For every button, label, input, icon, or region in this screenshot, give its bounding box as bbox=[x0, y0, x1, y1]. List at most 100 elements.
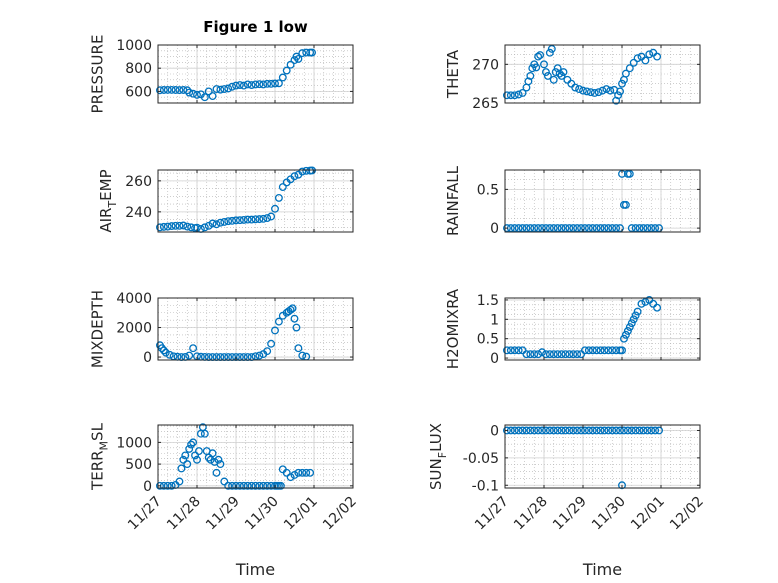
data-point bbox=[639, 426, 648, 435]
data-point bbox=[534, 224, 543, 233]
data-point bbox=[565, 350, 574, 359]
data-point bbox=[171, 221, 180, 230]
data-point bbox=[565, 224, 574, 233]
data-point bbox=[159, 222, 168, 231]
data-point bbox=[584, 426, 593, 435]
data-point bbox=[542, 426, 550, 435]
data-point bbox=[292, 323, 301, 332]
data-point bbox=[302, 166, 311, 175]
axes-box bbox=[504, 424, 701, 489]
data-point bbox=[553, 224, 562, 233]
x-tick-label: 11/28 bbox=[511, 494, 551, 534]
data-point bbox=[606, 86, 615, 95]
data-point bbox=[553, 426, 562, 435]
data-point bbox=[643, 224, 652, 233]
y-tick-label: 0.5 bbox=[477, 182, 499, 198]
data-point bbox=[594, 88, 603, 97]
data-point bbox=[267, 481, 276, 490]
data-point bbox=[577, 224, 585, 233]
y-tick-label: 0 bbox=[143, 479, 152, 495]
data-point bbox=[189, 344, 198, 353]
data-point bbox=[629, 315, 638, 324]
data-point bbox=[271, 204, 279, 213]
data-point bbox=[286, 60, 295, 69]
data-point bbox=[290, 314, 299, 323]
data-point bbox=[625, 64, 634, 73]
data-point bbox=[288, 304, 297, 313]
x-tick-label: 11/28 bbox=[164, 494, 204, 534]
data-point bbox=[627, 426, 636, 435]
data-point bbox=[620, 334, 628, 343]
data-point bbox=[503, 426, 511, 435]
data-point bbox=[643, 426, 652, 435]
data-point bbox=[187, 223, 196, 232]
data-point bbox=[645, 50, 654, 59]
data-point bbox=[167, 85, 176, 94]
data-point bbox=[216, 460, 225, 469]
data-point bbox=[294, 468, 303, 477]
data-point bbox=[557, 71, 566, 80]
data-point bbox=[208, 219, 217, 228]
data-point bbox=[263, 347, 272, 356]
data-point bbox=[278, 73, 287, 82]
data-point bbox=[534, 52, 543, 61]
axes-background bbox=[158, 425, 353, 488]
data-point bbox=[292, 52, 301, 61]
data-point bbox=[518, 426, 527, 435]
data-point bbox=[306, 468, 315, 477]
data-point bbox=[255, 80, 264, 89]
data-point bbox=[565, 426, 574, 435]
data-point bbox=[514, 224, 523, 233]
data-point bbox=[157, 344, 166, 353]
data-point bbox=[526, 71, 535, 80]
data-point bbox=[208, 92, 217, 100]
data-point bbox=[278, 183, 287, 191]
data-point bbox=[271, 326, 279, 335]
data-point bbox=[592, 224, 601, 233]
data-point bbox=[573, 224, 582, 233]
grid bbox=[504, 298, 701, 360]
data-point bbox=[163, 222, 172, 231]
data-point bbox=[282, 66, 291, 75]
y-tick-label: 240 bbox=[125, 205, 152, 221]
data-point bbox=[171, 86, 180, 94]
data-point bbox=[177, 464, 186, 473]
data-point bbox=[600, 346, 609, 355]
data-point bbox=[247, 81, 256, 89]
data-point bbox=[155, 86, 164, 95]
data-point bbox=[540, 60, 548, 69]
data-point bbox=[590, 88, 599, 97]
data-point bbox=[600, 426, 609, 435]
data-point bbox=[224, 217, 233, 226]
y-tick-label: 260 bbox=[125, 174, 152, 190]
data-point bbox=[167, 222, 176, 231]
data-point bbox=[557, 350, 566, 359]
data-point bbox=[503, 346, 511, 355]
subplot-air-temp: 240 260 AIRTEMP bbox=[97, 166, 354, 233]
data-point bbox=[581, 346, 589, 355]
subplot-pressure: 600 800 1000 PRESSURE Figure 1 low bbox=[88, 18, 354, 113]
data-point bbox=[612, 426, 621, 435]
data-point bbox=[235, 81, 244, 89]
y-tick-label: 0 bbox=[490, 351, 499, 367]
data-point bbox=[526, 350, 535, 359]
x-tick-label: 12/01 bbox=[281, 494, 321, 534]
data-point bbox=[274, 79, 283, 88]
data-point bbox=[612, 346, 621, 355]
data-point bbox=[251, 215, 260, 224]
x-tick-label: 11/30 bbox=[589, 494, 629, 534]
data-point bbox=[538, 426, 546, 435]
data-point bbox=[549, 350, 558, 359]
subplot-h2omixra: 0 0.5 1 1.5 H2OMIXRA bbox=[444, 288, 701, 369]
data-point bbox=[608, 224, 617, 233]
data-point bbox=[274, 193, 283, 202]
data-point bbox=[542, 350, 550, 359]
data-point bbox=[247, 215, 256, 224]
data-point bbox=[604, 426, 613, 435]
y-tick-label: 0 bbox=[490, 221, 499, 237]
data-point bbox=[175, 221, 184, 230]
data-point bbox=[191, 451, 199, 460]
axes-box bbox=[504, 44, 701, 104]
data-point bbox=[263, 79, 272, 88]
data-point bbox=[631, 224, 640, 233]
